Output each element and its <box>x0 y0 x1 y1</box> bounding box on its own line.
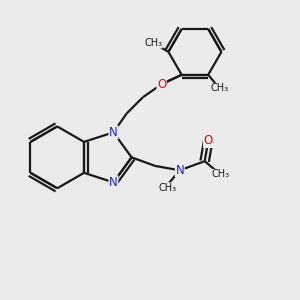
Text: O: O <box>204 134 213 147</box>
Text: N: N <box>109 176 118 189</box>
Text: N: N <box>109 126 118 139</box>
Text: N: N <box>176 164 184 177</box>
Text: CH₃: CH₃ <box>211 83 229 93</box>
Text: CH₃: CH₃ <box>144 38 162 48</box>
Text: CH₃: CH₃ <box>212 169 230 179</box>
Text: CH₃: CH₃ <box>158 183 176 193</box>
Text: O: O <box>157 78 166 91</box>
